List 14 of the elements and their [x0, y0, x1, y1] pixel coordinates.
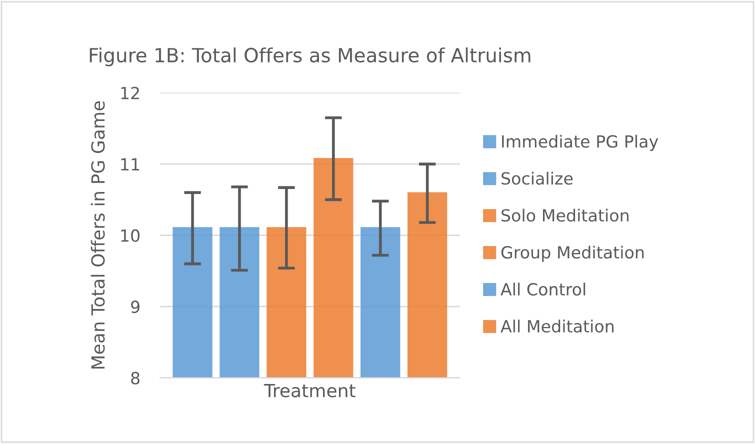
y-axis-title: Mean Total Offers in PG Game: [90, 101, 105, 369]
y-tick-label: 8: [131, 372, 140, 384]
x-axis-title: Treatment: [264, 384, 356, 398]
legend-label: Immediate PG Play: [502, 134, 658, 151]
chart-title: Figure 1B: Total Offers as Measure of Altruism: [90, 47, 530, 66]
legend-label: Solo Meditation: [502, 208, 628, 222]
y-tick-label: 12: [121, 86, 139, 100]
legend-label: All Meditation: [500, 320, 614, 333]
y-tick-label: 9: [131, 300, 140, 314]
y-tick-label: 11: [121, 158, 140, 170]
legend-label: Group Meditation: [501, 246, 644, 262]
y-tick-label: 10: [121, 229, 140, 242]
legend-label: All Control: [500, 282, 586, 296]
legend-label: Socialize: [502, 172, 573, 185]
